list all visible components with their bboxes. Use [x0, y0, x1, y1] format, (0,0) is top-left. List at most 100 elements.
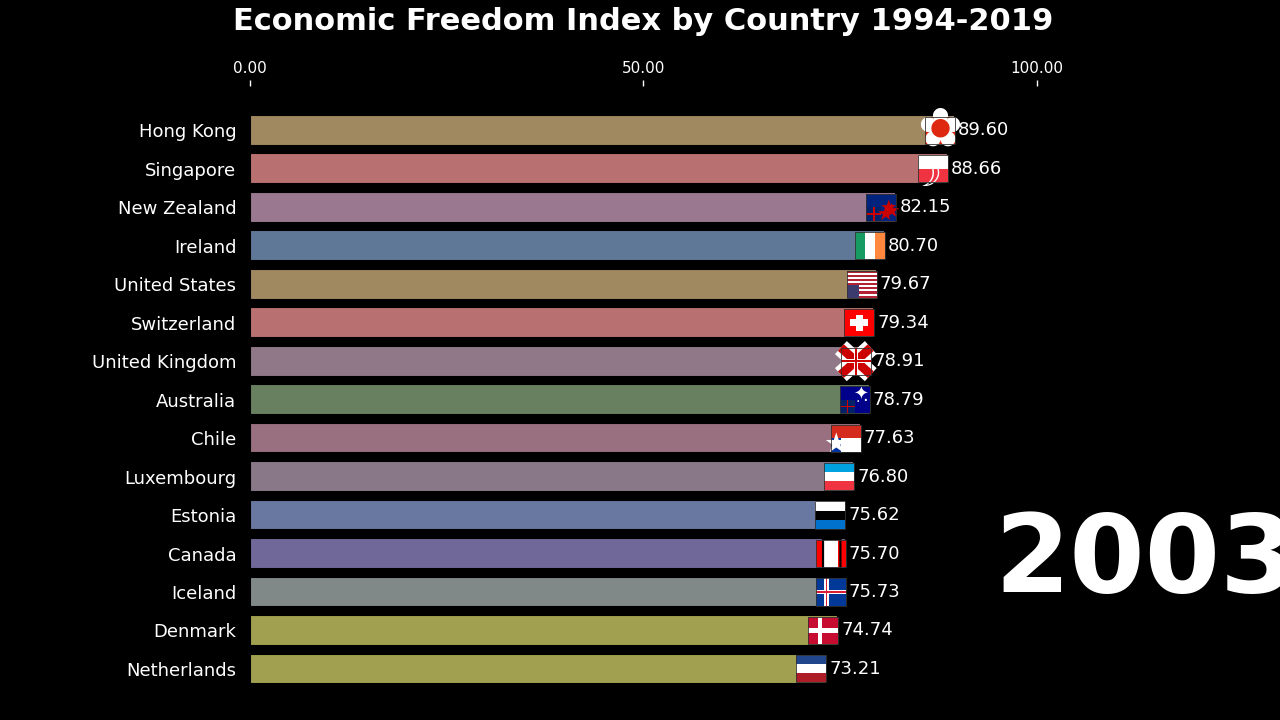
Bar: [847, 287, 877, 289]
Bar: [845, 309, 874, 336]
Bar: [847, 277, 877, 279]
Text: ★: ★: [823, 432, 847, 458]
Text: ·: ·: [856, 395, 860, 409]
Text: 82.15: 82.15: [900, 198, 951, 216]
Bar: [840, 386, 870, 413]
Bar: [815, 540, 823, 567]
Bar: [815, 502, 845, 528]
Bar: [840, 386, 870, 413]
Bar: [808, 617, 838, 644]
Bar: [838, 540, 846, 567]
Bar: [841, 348, 870, 374]
Bar: [855, 348, 858, 374]
Bar: [847, 271, 877, 297]
Text: 89.60: 89.60: [959, 121, 1010, 139]
Bar: [918, 168, 947, 182]
Bar: [815, 578, 846, 606]
Bar: [925, 117, 955, 144]
Bar: [250, 577, 846, 608]
Bar: [847, 271, 877, 273]
Bar: [873, 207, 874, 221]
Bar: [841, 360, 870, 362]
Bar: [824, 463, 854, 490]
Text: ★: ★: [877, 205, 895, 225]
Bar: [841, 360, 870, 362]
Bar: [250, 115, 955, 145]
Bar: [824, 481, 854, 490]
Bar: [796, 655, 826, 683]
Bar: [855, 232, 884, 259]
Bar: [855, 232, 865, 259]
Text: 76.80: 76.80: [858, 467, 909, 485]
Text: ★: ★: [883, 202, 901, 221]
Text: 80.70: 80.70: [888, 237, 940, 255]
Text: ☽: ☽: [909, 157, 942, 194]
Bar: [847, 275, 877, 277]
Bar: [831, 425, 860, 438]
Bar: [847, 281, 877, 283]
Bar: [250, 192, 896, 222]
Bar: [250, 500, 845, 531]
Title: Economic Freedom Index by Country 1994-2019: Economic Freedom Index by Country 1994-2…: [233, 7, 1053, 37]
Text: 74.74: 74.74: [841, 621, 893, 639]
Bar: [850, 320, 868, 326]
Bar: [867, 207, 882, 221]
Text: 79.34: 79.34: [877, 314, 929, 332]
Bar: [250, 615, 838, 646]
Text: 73.21: 73.21: [829, 660, 881, 678]
Bar: [847, 285, 877, 287]
Bar: [815, 578, 846, 606]
Bar: [925, 117, 955, 144]
Text: ✿: ✿: [918, 104, 963, 156]
Bar: [840, 400, 855, 413]
Bar: [818, 617, 822, 644]
Bar: [815, 502, 845, 510]
Bar: [846, 400, 849, 413]
Bar: [250, 153, 947, 184]
Bar: [824, 578, 829, 606]
Bar: [831, 438, 841, 451]
Text: 77.63: 77.63: [864, 429, 915, 447]
Text: 78.79: 78.79: [873, 390, 924, 408]
Bar: [854, 348, 858, 374]
Bar: [918, 156, 947, 168]
Bar: [847, 296, 877, 297]
Text: 78.91: 78.91: [874, 352, 925, 370]
Bar: [796, 673, 826, 683]
Text: 88.66: 88.66: [951, 160, 1002, 178]
Bar: [867, 213, 882, 215]
Bar: [824, 472, 854, 481]
Bar: [815, 590, 846, 594]
Bar: [823, 540, 838, 567]
Bar: [876, 232, 884, 259]
Bar: [855, 348, 858, 374]
Bar: [847, 292, 877, 294]
Text: ★: ★: [881, 199, 897, 218]
Bar: [918, 156, 947, 182]
Text: 2003: 2003: [995, 508, 1280, 615]
Text: 75.73: 75.73: [849, 583, 901, 601]
Bar: [831, 425, 860, 451]
Bar: [796, 665, 826, 673]
Bar: [250, 269, 877, 300]
Bar: [796, 655, 826, 665]
Bar: [845, 309, 874, 336]
Bar: [824, 463, 854, 472]
Bar: [250, 346, 870, 377]
Bar: [865, 232, 876, 259]
Bar: [847, 289, 877, 292]
Bar: [840, 405, 855, 408]
Text: 🍁: 🍁: [819, 534, 842, 572]
Text: ·: ·: [863, 392, 868, 410]
Bar: [808, 629, 838, 633]
Text: 75.70: 75.70: [849, 544, 900, 562]
Bar: [250, 384, 870, 415]
Text: 79.67: 79.67: [879, 275, 932, 293]
Bar: [250, 307, 874, 338]
Bar: [847, 294, 877, 296]
Bar: [847, 285, 859, 297]
Bar: [250, 230, 884, 261]
Bar: [841, 359, 870, 363]
Bar: [855, 315, 863, 330]
Bar: [808, 617, 838, 644]
